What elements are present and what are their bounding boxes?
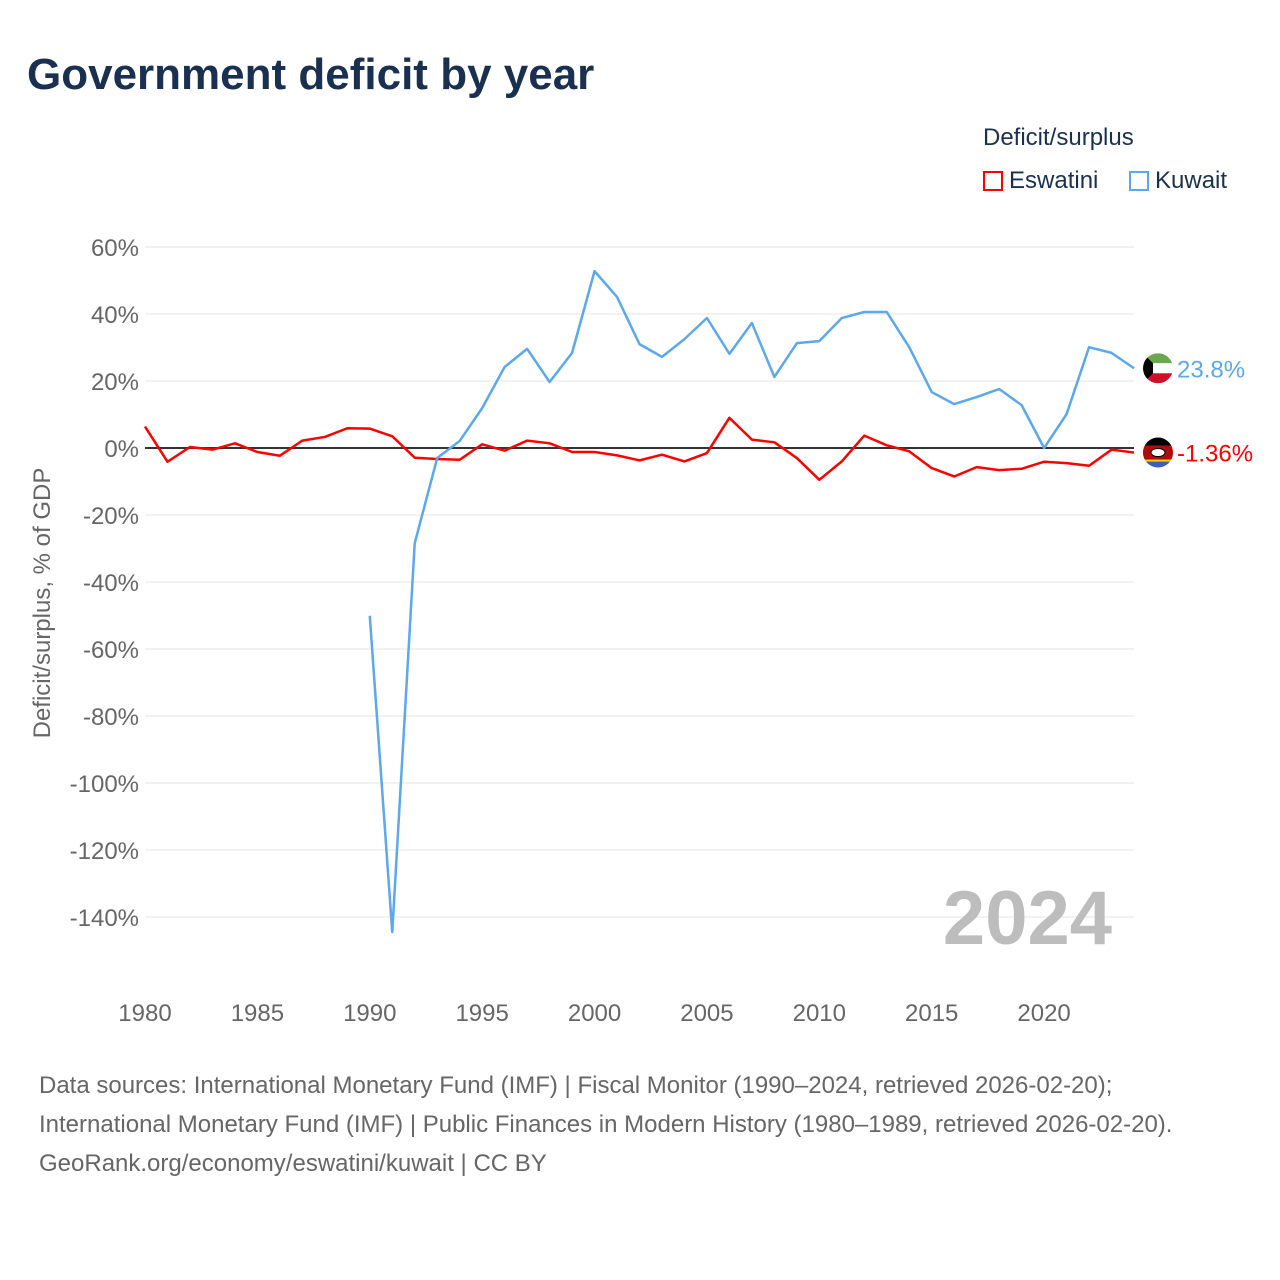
x-tick-label: 2000 (568, 1000, 621, 1027)
year-watermark: 2024 (943, 876, 1112, 961)
y-tick-label: 20% (91, 369, 139, 396)
legend-item-eswatini[interactable]: Eswatini (983, 167, 1098, 195)
x-tick-label: 2020 (1017, 1000, 1070, 1027)
y-tick-label: 60% (91, 235, 139, 262)
y-tick-label: -100% (70, 771, 139, 798)
legend-label: Kuwait (1155, 167, 1228, 194)
legend-title: Deficit/surplus (983, 124, 1134, 151)
x-tick-label: 2015 (905, 1000, 958, 1027)
y-tick-label: -60% (83, 637, 139, 664)
x-tick-label: 2010 (793, 1000, 846, 1027)
series-line-kuwait (368, 269, 1135, 934)
end-label-kuwait: 23.8% (1177, 356, 1245, 383)
legend-swatch-kuwait (1129, 171, 1149, 191)
y-tick-label: -80% (83, 704, 139, 731)
y-tick-label: -140% (70, 905, 139, 932)
credit-link[interactable]: GeoRank.org/economy/eswatini/kuwait | CC… (39, 1150, 547, 1177)
legend-swatch-eswatini (983, 171, 1003, 191)
series-line-eswatini (143, 416, 1135, 482)
legend-item-kuwait[interactable]: Kuwait (1129, 167, 1227, 195)
legend-label: Eswatini (1009, 167, 1099, 194)
flag-icon-eswatini (1143, 437, 1173, 468)
y-tick-label: -120% (70, 838, 139, 865)
x-tick-label: 1980 (118, 1000, 171, 1027)
flag-icon-kuwait (1143, 353, 1173, 384)
end-label-eswatini: -1.36% (1177, 441, 1253, 468)
y-tick-label: -20% (83, 503, 139, 530)
x-tick-label: 1990 (343, 1000, 396, 1027)
y-tick-label: -40% (83, 570, 139, 597)
plot-area: 60% 40% 20% 0% -20% -40% -60% -80% -100% -120% -14… (29, 235, 1253, 1027)
data-sources: Data sources: International Monetary Fun… (39, 1072, 1173, 1138)
x-tick-label: 1995 (455, 1000, 508, 1027)
x-tick-label: 1985 (231, 1000, 284, 1027)
y-tick-label: 0% (104, 436, 139, 463)
x-tick-label: 2005 (680, 1000, 733, 1027)
chart-title: Government deficit by year (27, 50, 595, 99)
y-tick-label: 40% (91, 302, 139, 329)
footer: Data sources: International Monetary Fun… (39, 1066, 1239, 1183)
y-axis-label: Deficit/surplus, % of GDP (29, 468, 56, 739)
